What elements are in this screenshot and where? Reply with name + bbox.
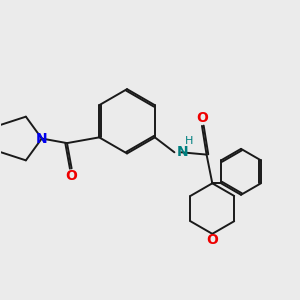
Text: O: O — [206, 232, 218, 247]
Text: H: H — [185, 136, 194, 146]
Text: N: N — [177, 145, 188, 159]
Text: O: O — [66, 169, 78, 183]
Text: N: N — [36, 131, 48, 146]
Text: O: O — [196, 111, 208, 125]
